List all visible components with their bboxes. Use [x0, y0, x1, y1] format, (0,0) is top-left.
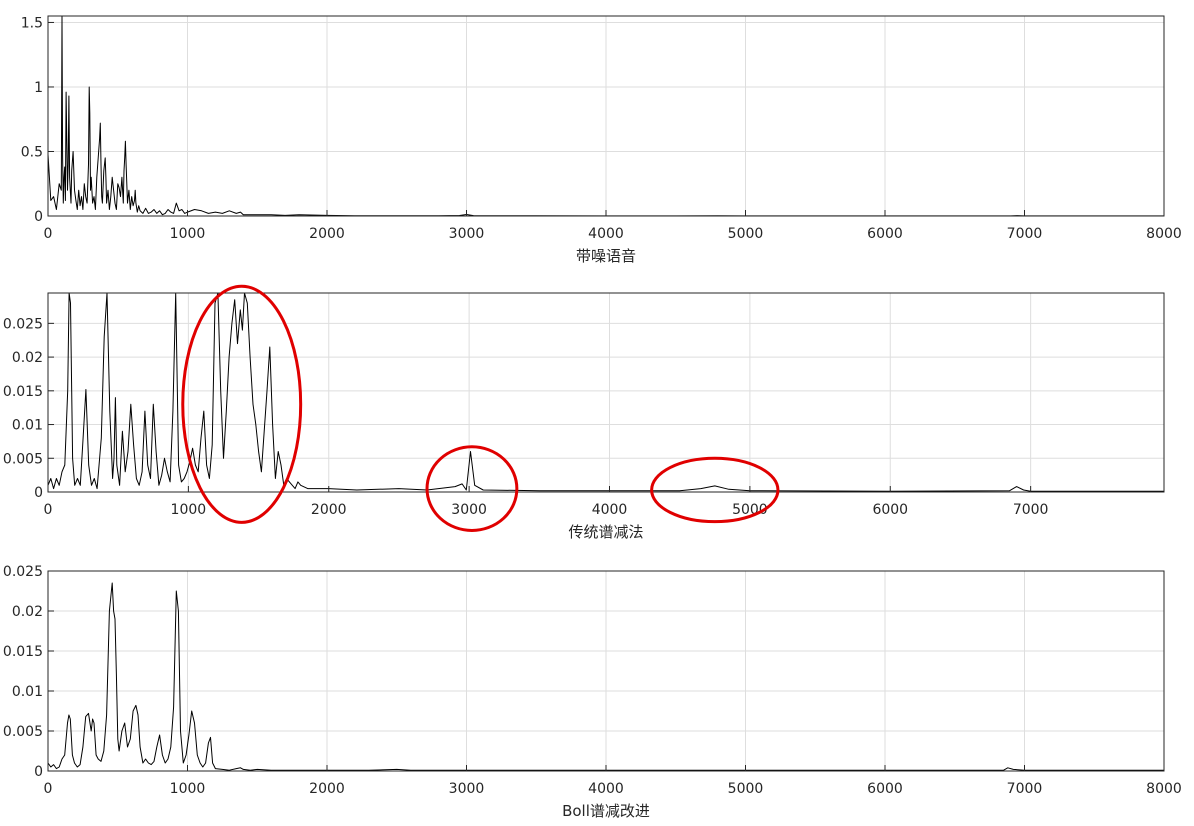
- x-tick-label: 1000: [170, 226, 206, 242]
- y-tick-label: 1.5: [21, 15, 43, 31]
- y-tick-label: 0: [34, 764, 43, 780]
- x-tick-label: 0: [44, 502, 53, 518]
- chart-panel-3: 0 1000 2000 3000 4000 5000 6000 7000 8000 0 0.005 0…: [3, 564, 1182, 820]
- x-tick-label: 5000: [728, 781, 764, 797]
- x-axis-label: 传统谱减法: [568, 523, 643, 541]
- y-tick-label: 0.005: [3, 724, 43, 740]
- axes-box: [47, 292, 1165, 493]
- x-tick-label: 2000: [311, 502, 347, 518]
- x-tick-label: 4000: [588, 781, 624, 797]
- x-tick-label: 4000: [588, 226, 624, 242]
- x-tick-label: 3000: [449, 226, 485, 242]
- x-tick-label: 2000: [309, 781, 345, 797]
- y-tick-label: 0.025: [3, 316, 43, 332]
- x-tick-label: 8000: [1146, 226, 1182, 242]
- x-tick-label: 3000: [451, 502, 487, 518]
- x-tick-label: 4000: [592, 502, 628, 518]
- x-tick-label: 1000: [170, 781, 206, 797]
- highlight-ellipse-2: [425, 445, 519, 532]
- x-tick-label: 3000: [449, 781, 485, 797]
- x-tick-label: 0: [44, 226, 53, 242]
- y-tick-label: 0.015: [3, 384, 43, 400]
- x-tick-label: 8000: [1146, 781, 1182, 797]
- x-axis-label: Boll谱减改进: [562, 802, 650, 820]
- chart-panel-2: 0 1000 2000 3000 4000 5000 6000 700000.0050.010…: [3, 284, 1165, 541]
- y-tick-label: 0.01: [12, 418, 43, 434]
- y-tick-label: 0.02: [12, 350, 43, 366]
- chart-panel-1: 0 1000 2000 3000 4000 5000 6000 7000 8000 0 0.5 1 1.…: [21, 15, 1182, 265]
- x-tick-label: 7000: [1007, 781, 1043, 797]
- x-tick-label: 6000: [867, 226, 903, 242]
- y-tick-label: 0.02: [12, 604, 43, 620]
- x-tick-label: 2000: [309, 226, 345, 242]
- series-line-1: [47, 15, 1164, 217]
- x-tick-label: 6000: [867, 781, 903, 797]
- x-tick-label: 6000: [872, 502, 908, 518]
- y-tick-label: 0.025: [3, 564, 43, 580]
- series-line-1: [47, 582, 1164, 771]
- x-tick-label: 1000: [171, 502, 207, 518]
- x-tick-label: 0: [44, 781, 53, 797]
- y-tick-label: 0: [34, 485, 43, 501]
- y-tick-label: 0.01: [12, 684, 43, 700]
- series-line-1: [47, 292, 1164, 492]
- x-tick-label: 7000: [1007, 226, 1043, 242]
- highlight-ellipse-3: [650, 456, 780, 524]
- x-axis-label: 带噪语音: [576, 247, 636, 265]
- x-tick-label: 7000: [1013, 502, 1049, 518]
- y-tick-label: 0: [34, 209, 43, 225]
- highlight-ellipse-1: [181, 284, 303, 524]
- y-tick-label: 0.015: [3, 644, 43, 660]
- plot-area: [48, 293, 1164, 492]
- x-tick-label: 5000: [728, 226, 764, 242]
- y-tick-label: 1: [34, 80, 43, 96]
- y-tick-label: 0.005: [3, 451, 43, 467]
- y-tick-label: 0.5: [21, 144, 43, 160]
